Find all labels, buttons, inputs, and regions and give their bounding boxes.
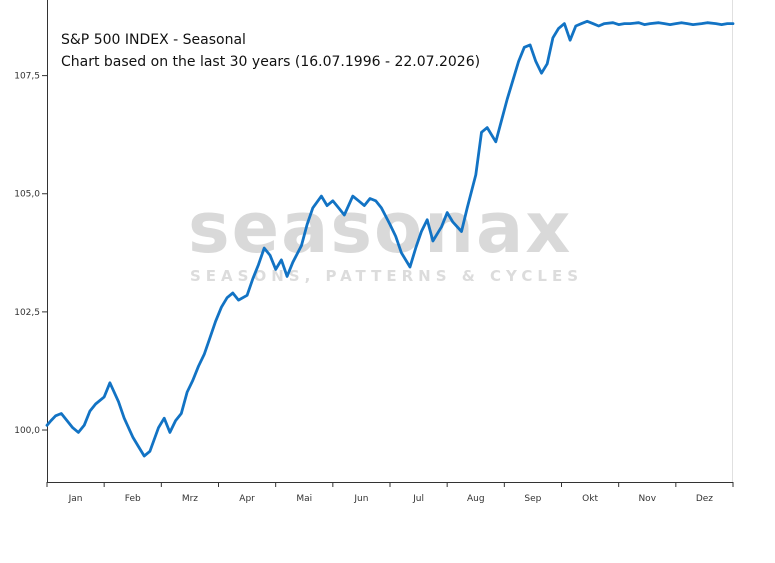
y-tick-label: 102,5 bbox=[14, 308, 40, 318]
y-tick-label: 107,5 bbox=[14, 72, 40, 82]
x-tick-label: Jul bbox=[412, 494, 424, 504]
y-tick-label: 105,0 bbox=[14, 190, 40, 200]
x-tick-label: Apr bbox=[239, 494, 255, 504]
x-tick-label: Mrz bbox=[182, 494, 198, 504]
x-tick-label: Aug bbox=[467, 494, 485, 504]
x-axis-ticks: Jan Feb Mrz Apr Mai Jun Jul Aug Sep Okt Nov Dez bbox=[46, 482, 734, 504]
chart-subtitle: Chart based on the last 30 years (16.07.… bbox=[61, 54, 480, 70]
x-tick-label: Dez bbox=[696, 494, 713, 504]
x-tick-label: Mai bbox=[296, 494, 312, 504]
chart-title: S&P 500 INDEX - Seasonal bbox=[61, 32, 246, 48]
y-axis-ticks: 100,0 102,5 105,0 107,5 bbox=[14, 72, 47, 436]
watermark-tagline: SEASONS, PATTERNS & CYCLES bbox=[190, 267, 583, 285]
x-tick-label: Sep bbox=[524, 494, 541, 504]
y-tick-label: 100,0 bbox=[14, 426, 40, 436]
series-group bbox=[45, 19, 735, 458]
x-tick-label: Jun bbox=[353, 494, 368, 504]
x-tick-label: Jan bbox=[68, 494, 83, 504]
watermark-logo-text: seasonax bbox=[188, 187, 572, 269]
x-tick-label: Feb bbox=[125, 494, 141, 504]
series-line bbox=[45, 19, 735, 458]
x-tick-label: Nov bbox=[638, 494, 656, 504]
x-tick-label: Okt bbox=[582, 494, 598, 504]
watermark: seasonax SEASONS, PATTERNS & CYCLES bbox=[188, 187, 583, 285]
